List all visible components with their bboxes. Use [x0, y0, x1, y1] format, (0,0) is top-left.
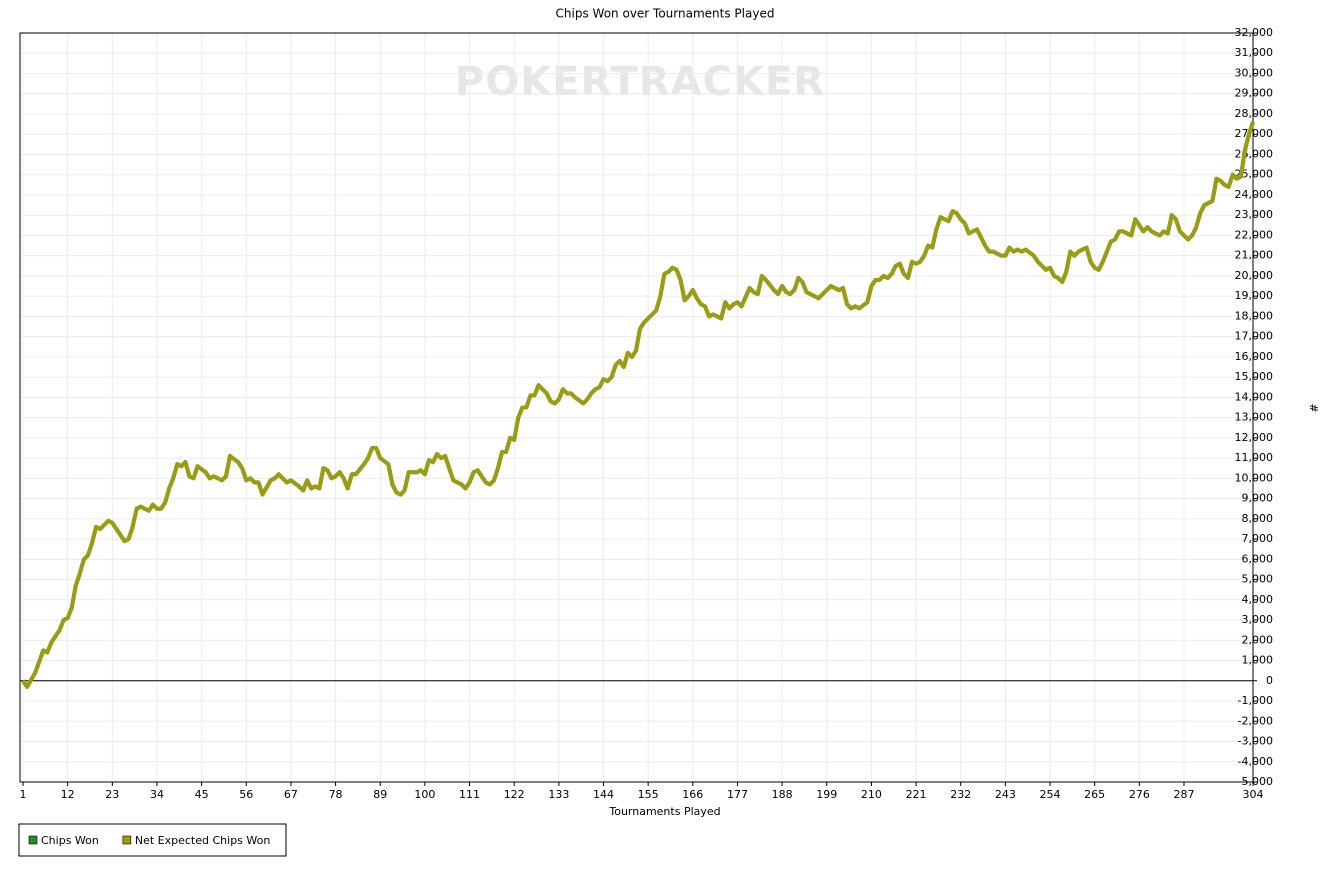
x-tick-label: 111 — [459, 788, 480, 801]
x-tick-label: 23 — [105, 788, 119, 801]
y-tick-label: -5,000 — [1238, 775, 1273, 788]
plot-frame — [19, 32, 1254, 783]
y-tick-label: 23,000 — [1235, 208, 1274, 221]
y-tick-label: 15,000 — [1235, 370, 1274, 383]
y-tick-label: 25,000 — [1235, 168, 1274, 181]
y-tick-label: 9,000 — [1242, 492, 1274, 505]
x-tick-label: 166 — [682, 788, 703, 801]
x-tick-label: 221 — [906, 788, 927, 801]
x-tick-label: 12 — [61, 788, 75, 801]
x-axis-label: Tournaments Played — [608, 805, 720, 818]
y-tick-label: 27,000 — [1235, 127, 1274, 140]
y-tick-label: 16,000 — [1235, 350, 1274, 363]
x-tick-label: 155 — [638, 788, 659, 801]
x-tick-label: 56 — [239, 788, 253, 801]
y-tick-label: 29,000 — [1235, 87, 1274, 100]
legend-box — [18, 823, 287, 857]
x-tick-label: 287 — [1173, 788, 1194, 801]
x-tick-label: 304 — [1243, 788, 1264, 801]
y-tick-label: 1,000 — [1242, 654, 1274, 667]
y-tick-label: -2,000 — [1238, 714, 1273, 727]
x-tick-label: 199 — [816, 788, 837, 801]
y-tick-label: 17,000 — [1235, 330, 1274, 343]
y-tick-label: 5,000 — [1242, 573, 1274, 586]
y-tick-label: 7,000 — [1242, 532, 1274, 545]
y-tick-label: -3,000 — [1238, 735, 1273, 748]
y-tick-label: 20,000 — [1235, 269, 1274, 282]
y-tick-label: 6,000 — [1242, 552, 1274, 565]
x-tick-label: 243 — [995, 788, 1016, 801]
y-tick-label: 11,000 — [1235, 451, 1274, 464]
legend-swatch — [122, 835, 132, 845]
x-tick-label: 122 — [504, 788, 525, 801]
chart-title: Chips Won over Tournaments Played — [556, 7, 775, 21]
x-tick-label: 232 — [950, 788, 971, 801]
y-tick-label: 30,000 — [1235, 66, 1274, 79]
x-tick-label: 67 — [284, 788, 298, 801]
y-tick-label: 4,000 — [1242, 593, 1274, 606]
y-tick-label: 8,000 — [1242, 512, 1274, 525]
watermark: POKERTRACKER — [455, 59, 825, 105]
x-tick-label: 188 — [772, 788, 793, 801]
legend-label: Chips Won — [41, 834, 99, 847]
y-tick-label: 32,000 — [1235, 26, 1274, 39]
y-tick-label: 31,000 — [1235, 46, 1274, 59]
y-tick-label: 28,000 — [1235, 107, 1274, 120]
y-tick-label: 13,000 — [1235, 411, 1274, 424]
x-tick-label: 45 — [195, 788, 209, 801]
x-tick-label: 100 — [414, 788, 435, 801]
y-tick-label: -1,000 — [1238, 694, 1273, 707]
y-tick-label: 26,000 — [1235, 147, 1274, 160]
legend-swatch — [28, 835, 38, 845]
y-tick-label: 14,000 — [1235, 390, 1274, 403]
legend-label: Net Expected Chips Won — [135, 834, 271, 847]
x-tick-label: 1 — [20, 788, 27, 801]
x-tick-label: 210 — [861, 788, 882, 801]
x-tick-label: 34 — [150, 788, 164, 801]
y-tick-label: 22,000 — [1235, 228, 1274, 241]
y-tick-label: 19,000 — [1235, 289, 1274, 302]
y-tick-label: -4,000 — [1238, 755, 1273, 768]
y-tick-label: 3,000 — [1242, 613, 1274, 626]
y-tick-label: 10,000 — [1235, 471, 1274, 484]
y-tick-label: 0 — [1266, 674, 1273, 687]
y-tick-label: 24,000 — [1235, 188, 1274, 201]
y-tick-label: 18,000 — [1235, 309, 1274, 322]
y-tick-label: 2,000 — [1242, 633, 1274, 646]
x-tick-label: 177 — [727, 788, 748, 801]
x-tick-label: 133 — [548, 788, 569, 801]
x-tick-label: 276 — [1129, 788, 1150, 801]
y-tick-label: 12,000 — [1235, 431, 1274, 444]
y-axis-label: # — [1307, 403, 1320, 412]
x-tick-label: 265 — [1084, 788, 1105, 801]
x-tick-label: 144 — [593, 788, 614, 801]
y-tick-label: 21,000 — [1235, 249, 1274, 262]
x-tick-label: 78 — [329, 788, 343, 801]
x-tick-label: 254 — [1040, 788, 1061, 801]
series-line — [21, 121, 1255, 689]
x-tick-label: 89 — [373, 788, 387, 801]
